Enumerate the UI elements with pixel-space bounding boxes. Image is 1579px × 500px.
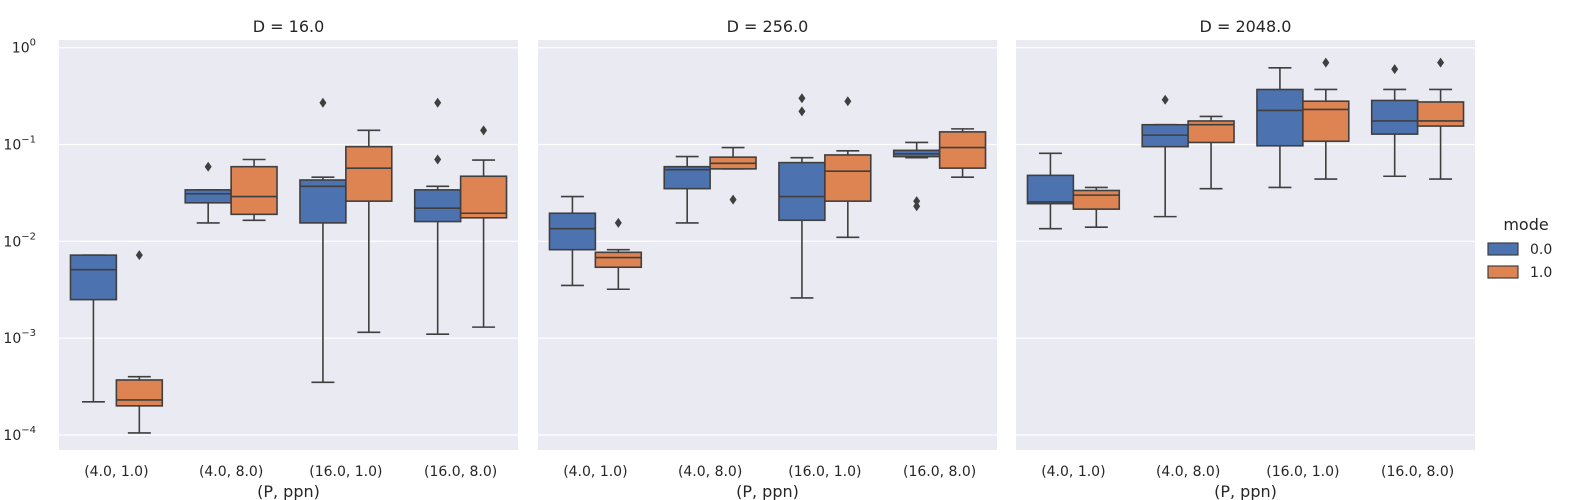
iqr-box <box>184 189 232 204</box>
box-mode-0 <box>663 155 711 224</box>
x-tick-label: (16.0, 8.0) <box>1381 464 1454 480</box>
iqr-box <box>1416 101 1465 127</box>
iqr-box <box>345 145 393 202</box>
iqr-box <box>1370 99 1419 135</box>
x-tick-label: (16.0, 1.0) <box>788 464 861 480</box>
box-mode-1 <box>230 158 278 222</box>
x-tick-label: (16.0, 8.0) <box>424 464 497 480</box>
box-mode-0 <box>299 97 347 384</box>
box-mode-1 <box>709 146 757 205</box>
y-tick-label: 10−4 <box>3 425 36 444</box>
x-axis-label: (P, ppn) <box>257 482 320 500</box>
iqr-box <box>1302 100 1350 143</box>
box-mode-1 <box>1187 115 1235 190</box>
box-mode-1 <box>594 217 643 291</box>
facet-panel-2: D = 256.0 (4.0, 1.0) (4.0, 8.0) (16.0, 1.0)… <box>538 17 997 500</box>
iqr-box <box>778 161 826 222</box>
outlier-point <box>1322 57 1330 68</box>
y-axis: 10−4 10−3 10−2 10−1 100 <box>3 38 36 444</box>
outlier-point <box>1437 57 1445 68</box>
panel-title: D = 16.0 <box>253 17 325 36</box>
box-mode-1 <box>1302 57 1350 180</box>
iqr-box <box>459 175 508 219</box>
iqr-box <box>938 131 987 169</box>
outlier-point <box>434 154 442 165</box>
legend: mode 0.01.0 <box>1487 215 1552 281</box>
legend-swatch <box>1487 265 1519 279</box>
outlier-point <box>135 250 143 261</box>
x-axis-label: (P, ppn) <box>736 482 799 500</box>
outlier-point <box>1391 64 1399 75</box>
outlier-point <box>1161 94 1169 105</box>
x-tick-label: (4.0, 8.0) <box>199 464 263 480</box>
box-mode-0 <box>69 254 118 403</box>
iqr-box <box>548 212 597 251</box>
legend-title: mode <box>1503 215 1548 234</box>
iqr-box <box>1187 120 1235 144</box>
facet-panel-1: D = 16.0 (4.0, 1.0) (4.0, 8.0) (16.0, 1.0) (… <box>59 17 518 500</box>
iqr-box <box>1256 88 1304 147</box>
legend-entries: 0.01.0 <box>1487 242 1552 281</box>
outlier-point <box>319 97 327 108</box>
iqr-box <box>1026 174 1075 205</box>
box-mode-1 <box>1416 57 1465 180</box>
outlier-point <box>913 201 921 212</box>
legend-swatch <box>1487 242 1519 256</box>
legend-label: 0.0 <box>1530 242 1552 258</box>
y-tick-label: 10−1 <box>3 135 36 154</box>
y-tick-label: 10−3 <box>3 328 36 347</box>
outlier-point <box>480 125 488 136</box>
box-mode-1 <box>938 128 987 178</box>
outlier-point <box>434 97 442 108</box>
box-mode-0 <box>1256 66 1304 189</box>
legend-label: 1.0 <box>1530 265 1552 281</box>
box-mode-0 <box>413 97 462 335</box>
iqr-box <box>663 165 711 190</box>
x-axis-label: (P, ppn) <box>1214 482 1277 500</box>
panel-title: D = 2048.0 <box>1200 17 1292 36</box>
x-tick-label: (16.0, 1.0) <box>1266 464 1339 480</box>
box-mode-0 <box>1141 94 1189 218</box>
y-tick-label: 10−2 <box>3 231 36 250</box>
iqr-box <box>115 379 164 407</box>
outlier-point <box>798 106 806 117</box>
y-tick-label: 100 <box>12 38 36 57</box>
iqr-box <box>1072 189 1121 210</box>
box-mode-1 <box>824 96 872 239</box>
iqr-box <box>824 154 872 202</box>
x-tick-label: (4.0, 1.0) <box>563 464 627 480</box>
outlier-point <box>844 96 852 107</box>
plot-background <box>538 40 997 450</box>
box-mode-1 <box>459 125 508 328</box>
outlier-point <box>798 93 806 104</box>
outlier-point <box>614 217 622 228</box>
x-tick-label: (4.0, 1.0) <box>84 464 148 480</box>
x-tick-label: (16.0, 8.0) <box>903 464 976 480</box>
box-mode-1 <box>345 129 393 334</box>
facet-panel-3: D = 2048.0 (4.0, 1.0) (4.0, 8.0) (16.0, 1.0… <box>1016 17 1475 500</box>
iqr-box <box>413 189 462 223</box>
box-mode-0 <box>778 93 826 299</box>
iqr-box <box>69 254 118 301</box>
box-mode-1 <box>115 250 164 434</box>
legend-entry: 0.0 <box>1487 242 1552 258</box>
legend-entry: 1.0 <box>1487 265 1552 281</box>
iqr-box <box>594 251 643 269</box>
panels-layer: D = 16.0 (4.0, 1.0) (4.0, 8.0) (16.0, 1.0) (… <box>3 17 1475 500</box>
x-tick-label: (16.0, 1.0) <box>309 464 382 480</box>
panel-title: D = 256.0 <box>727 17 809 36</box>
box-mode-1 <box>1072 186 1121 228</box>
outlier-point <box>204 161 212 172</box>
outlier-point <box>913 196 921 207</box>
box-mode-0 <box>1026 152 1075 230</box>
x-tick-label: (4.0, 1.0) <box>1041 464 1105 480</box>
box-mode-0 <box>548 195 597 287</box>
x-tick-label: (4.0, 8.0) <box>1156 464 1220 480</box>
outlier-point <box>729 194 737 205</box>
x-tick-label: (4.0, 8.0) <box>678 464 742 480</box>
iqr-box <box>230 165 278 216</box>
iqr-box <box>299 179 347 224</box>
